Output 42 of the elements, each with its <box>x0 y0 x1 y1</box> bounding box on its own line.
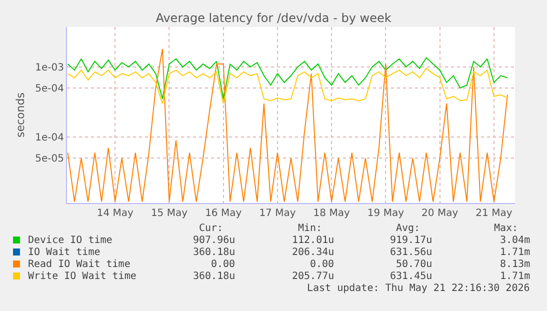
text: 919.17u <box>390 235 432 246</box>
y-tick-label: 5e-05 <box>35 154 64 165</box>
line-series <box>67 68 508 104</box>
text: 360.18u <box>193 271 236 282</box>
text: 205.77u <box>292 271 334 282</box>
legend-label: Write IO Wait time <box>28 271 136 282</box>
text: 206.34u <box>292 247 334 258</box>
text: 50.70u <box>396 259 432 270</box>
x-tick-label: 20 May <box>422 208 458 219</box>
text: Min: <box>298 223 322 234</box>
text: Avg: <box>396 223 420 234</box>
x-tick-label: 21 May <box>476 208 512 219</box>
x-tick-label: 16 May <box>205 208 242 219</box>
legend-label: Read IO Wait time <box>28 259 130 270</box>
x-tick-label: 15 May <box>150 208 188 219</box>
text: Cur: <box>199 223 224 234</box>
text: Max: <box>494 223 518 234</box>
x-tick-label: 14 May <box>96 208 134 219</box>
y-tick-label: 5e-04 <box>35 84 64 95</box>
text: 907.96u <box>193 235 236 246</box>
text: 112.01u <box>292 235 334 246</box>
legend-label: IO Wait time <box>28 247 100 258</box>
chart-title: Average latency for /dev/vda - by week <box>156 11 392 26</box>
x-tick-label: 19 May <box>367 208 404 219</box>
line-series <box>67 57 508 100</box>
text: 0.00 <box>211 259 236 270</box>
text: Last update: Thu May 21 22:16:30 2026 <box>307 283 530 294</box>
text: 1.71m <box>500 271 530 282</box>
x-tick-label: 18 May <box>313 208 350 219</box>
text: 360.18u <box>193 247 236 258</box>
legend-label: Device IO time <box>28 235 112 246</box>
y-tick-label: 1e-03 <box>35 62 64 74</box>
text: 0.00 <box>310 259 334 270</box>
text: 8.13m <box>500 259 530 270</box>
line-series <box>67 48 508 202</box>
text: 3.04m <box>500 235 530 246</box>
x-tick-label: 17 May <box>259 208 296 219</box>
text: 631.56u <box>390 247 432 258</box>
text: 631.45u <box>390 271 432 282</box>
y-tick-label: 1e-04 <box>35 132 64 144</box>
text: 1.71m <box>500 247 530 258</box>
y-axis-title: seconds <box>14 92 27 138</box>
